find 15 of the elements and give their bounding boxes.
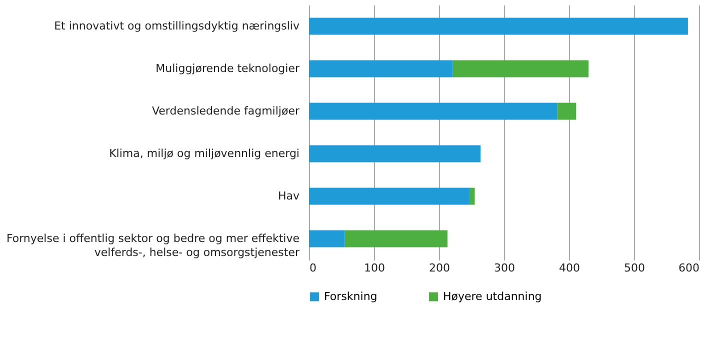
x-tick-label: 0 bbox=[310, 262, 316, 274]
x-tick-label: 200 bbox=[429, 262, 450, 274]
legend-label: Forskning bbox=[324, 290, 378, 303]
x-tick-label: 500 bbox=[624, 262, 645, 274]
y-tick-label: Et innovativt og omstillingsdyktig næringsliv bbox=[54, 19, 300, 32]
y-tick-label: Fornyelse i offentlig sektor og bedre og mer effektive velferds-, helse- og omsorgstjenester bbox=[6, 232, 300, 259]
y-tick-label: Verdensledende fagmiljøer bbox=[152, 104, 300, 118]
x-tick-label: 300 bbox=[494, 262, 515, 274]
x-tick-label: 100 bbox=[364, 262, 385, 274]
y-tick-label: Hav bbox=[278, 189, 300, 202]
y-tick-label: Muliggjørende teknologier bbox=[156, 62, 300, 75]
y-tick-label: Klima, miljø og miljøvennlig energi bbox=[109, 146, 300, 160]
x-tick-label: 600 bbox=[678, 262, 700, 274]
legend-label: Høyere utdanning bbox=[443, 290, 542, 303]
x-tick-label: 400 bbox=[559, 262, 580, 274]
